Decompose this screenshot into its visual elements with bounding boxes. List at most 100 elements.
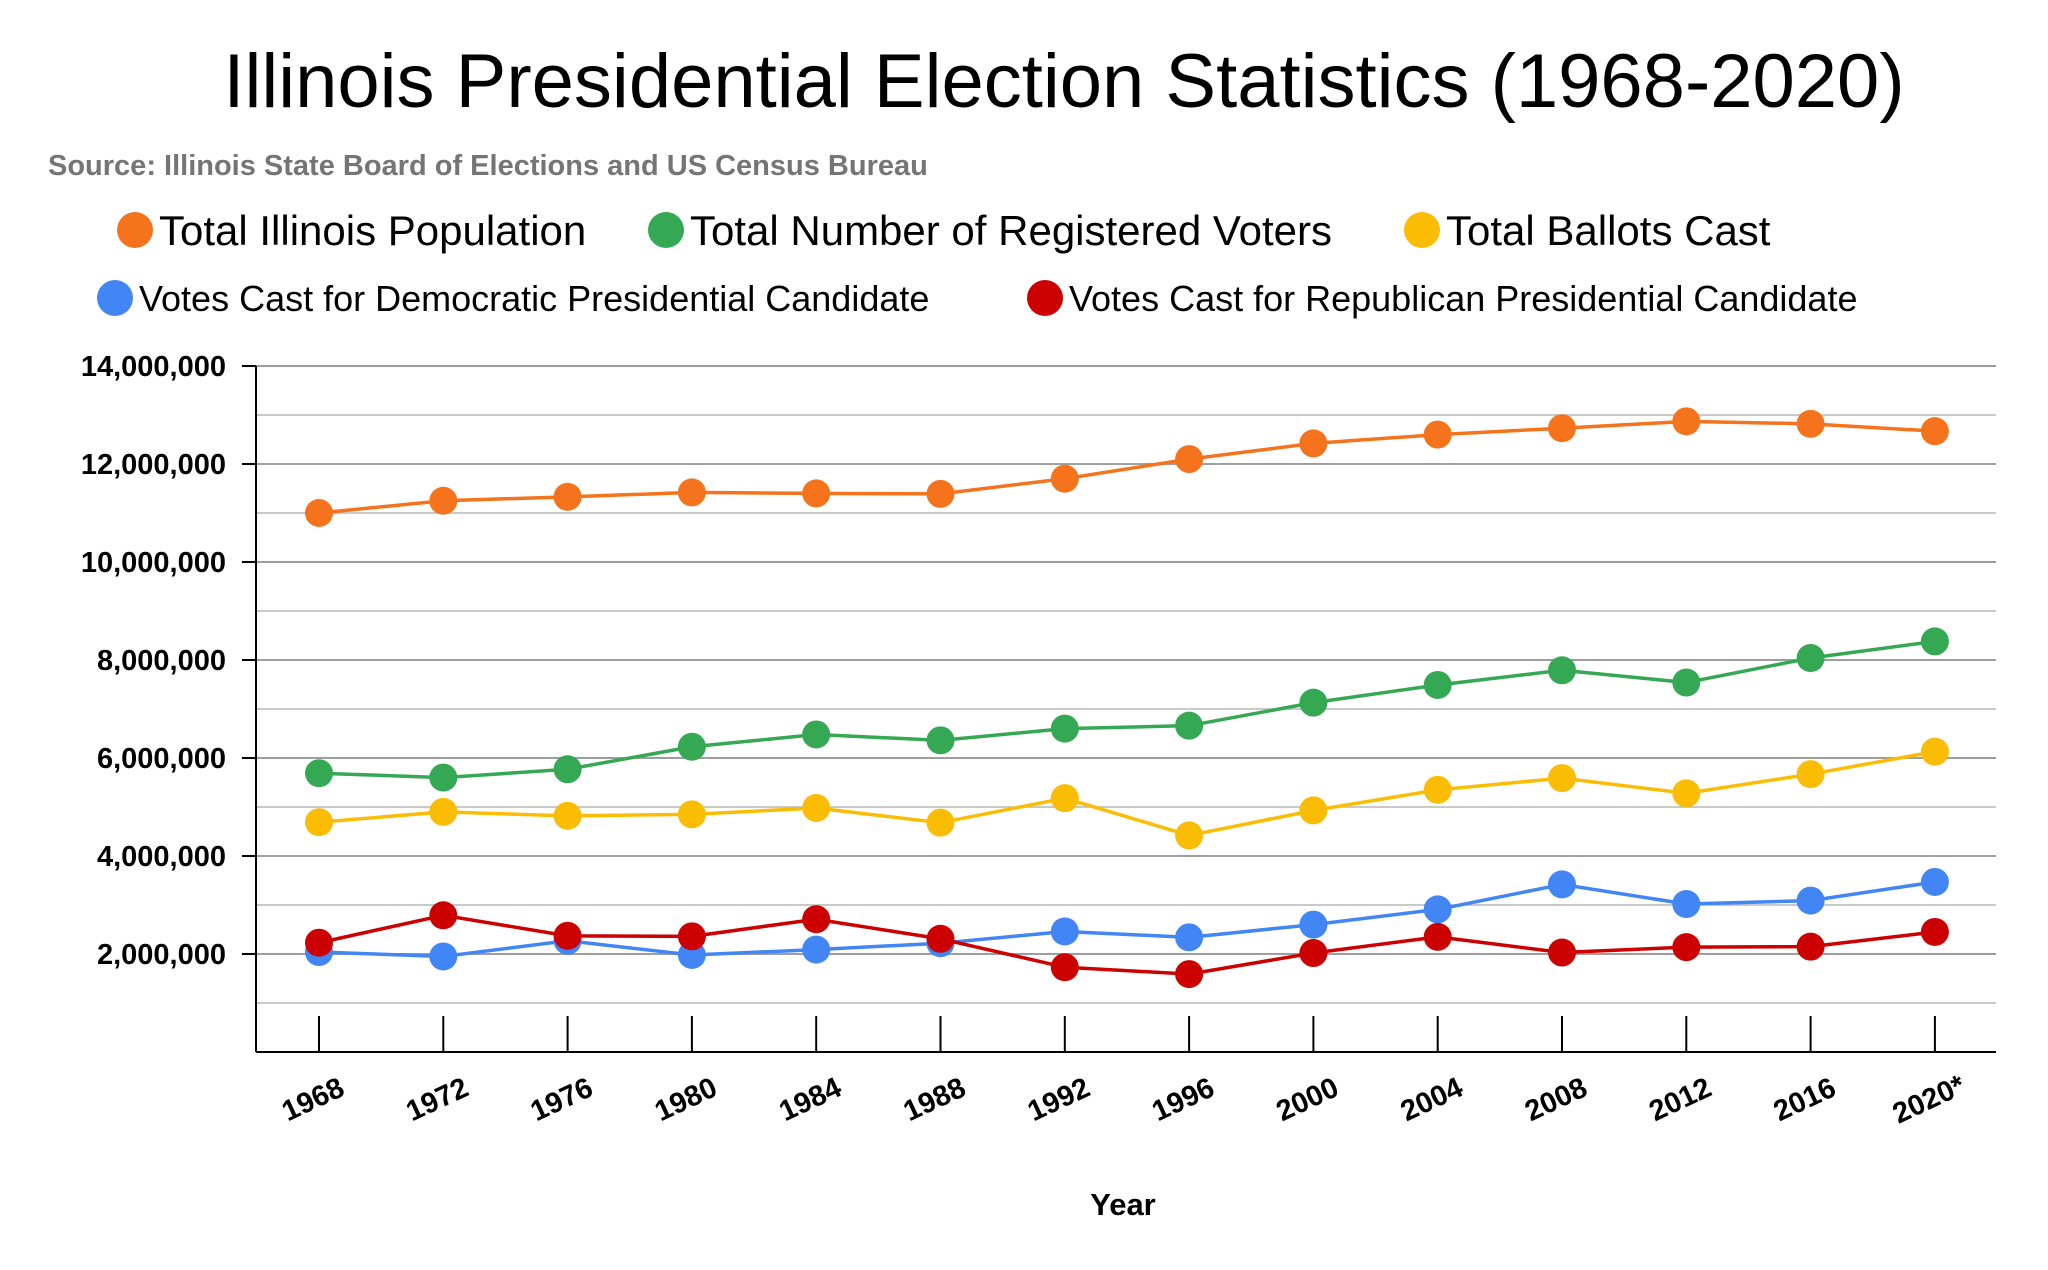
data-point[interactable] [429,942,458,971]
legend-marker [97,280,133,316]
legend-item: Total Ballots Cast [1404,207,1771,254]
data-point[interactable] [305,928,333,957]
series-2 [305,627,1949,792]
x-tick-label: 2008 [1520,1072,1592,1128]
data-point[interactable] [802,935,831,964]
chart-title: Illinois Presidential Election Statistic… [223,39,1905,124]
data-point[interactable] [1299,910,1328,939]
x-tick-label: 2000 [1272,1072,1344,1128]
data-point[interactable] [429,797,458,826]
axes [255,366,1996,1053]
y-tick-label: 6,000,000 [97,743,226,775]
x-axis-title: Year [1090,1187,1156,1222]
data-point[interactable] [926,808,955,837]
data-point[interactable] [305,499,333,527]
legend-item: Votes Cast for Republican Presidential C… [1027,278,1857,319]
y-tick-label: 12,000,000 [81,449,226,481]
data-point[interactable] [1920,417,1949,446]
data-point[interactable] [1672,668,1701,697]
data-point[interactable] [1548,938,1576,967]
data-point[interactable] [1920,917,1949,946]
data-point[interactable] [429,486,458,515]
data-point[interactable] [553,755,582,784]
data-point[interactable] [802,793,831,822]
data-point[interactable] [1423,922,1452,951]
x-tick-label: 1992 [1023,1072,1095,1128]
gridlines [256,365,1996,1004]
chart-subtitle: Source: Illinois State Board of Election… [48,150,928,182]
series-lines [305,407,1949,989]
data-point[interactable] [926,726,955,755]
data-point[interactable] [1423,895,1452,924]
x-tick-label: 1988 [899,1072,971,1128]
data-point[interactable] [1920,867,1949,896]
data-point[interactable] [1299,688,1328,717]
data-point[interactable] [802,905,831,934]
data-point[interactable] [1050,953,1079,982]
data-point[interactable] [1423,775,1452,804]
data-point[interactable] [1920,627,1949,656]
data-point[interactable] [677,478,706,507]
data-point[interactable] [1050,464,1079,493]
data-point[interactable] [1299,429,1328,458]
data-point[interactable] [1672,890,1701,919]
data-point[interactable] [1175,821,1204,850]
data-point[interactable] [305,759,333,788]
x-tick-label: 2012 [1644,1072,1716,1128]
series-line [318,419,1936,515]
data-point[interactable] [1423,420,1452,449]
series-line [318,639,1936,780]
data-point[interactable] [1796,760,1825,789]
x-tick-label: 1976 [526,1072,598,1128]
legend: Total Illinois Population Total Number of… [97,207,1857,319]
x-tick-label: 1972 [401,1072,473,1128]
data-point[interactable] [1548,656,1576,685]
data-point[interactable] [1175,960,1204,989]
x-tick-label: 1980 [650,1072,722,1128]
data-point[interactable] [802,479,831,508]
data-point[interactable] [1050,784,1079,813]
data-point[interactable] [1796,409,1825,438]
data-point[interactable] [429,901,458,930]
data-point[interactable] [1548,870,1576,899]
data-point[interactable] [1175,711,1204,740]
data-point[interactable] [926,924,955,953]
series-line [318,749,1936,838]
data-point[interactable] [553,482,582,511]
data-point[interactable] [1423,670,1452,699]
series-5 [305,901,1949,989]
data-point[interactable] [802,720,831,749]
data-point[interactable] [1050,714,1079,743]
x-axis-ticks: 1968 1972 1976 1980 1984 1988 1992 1996 2000 2004… [277,1016,1971,1130]
data-point[interactable] [1050,917,1079,946]
data-point[interactable] [1299,796,1328,825]
y-tick-label: 8,000,000 [97,645,226,677]
data-point[interactable] [1175,923,1204,952]
data-point[interactable] [1672,407,1701,436]
x-tick-label: 2004 [1396,1072,1468,1128]
y-tick-label: 2,000,000 [97,939,226,971]
data-point[interactable] [926,479,955,508]
series-line [318,880,1936,959]
data-point[interactable] [1299,939,1328,968]
data-point[interactable] [1548,414,1576,443]
data-point[interactable] [1672,933,1701,962]
data-point[interactable] [1920,737,1949,766]
y-tick-label: 4,000,000 [97,841,226,873]
data-point[interactable] [677,922,706,951]
x-tick-label: 1996 [1147,1072,1219,1128]
data-point[interactable] [1672,779,1701,808]
data-point[interactable] [1796,644,1825,673]
y-tick-label: 14,000,000 [81,351,226,383]
data-point[interactable] [1175,445,1204,474]
data-point[interactable] [677,800,706,829]
data-point[interactable] [1796,886,1825,915]
data-point[interactable] [429,763,458,792]
data-point[interactable] [1548,764,1576,793]
data-point[interactable] [677,732,706,761]
legend-label: Total Ballots Cast [1446,207,1771,254]
data-point[interactable] [553,921,582,950]
data-point[interactable] [553,801,582,830]
data-point[interactable] [1796,932,1825,961]
data-point[interactable] [305,808,333,837]
